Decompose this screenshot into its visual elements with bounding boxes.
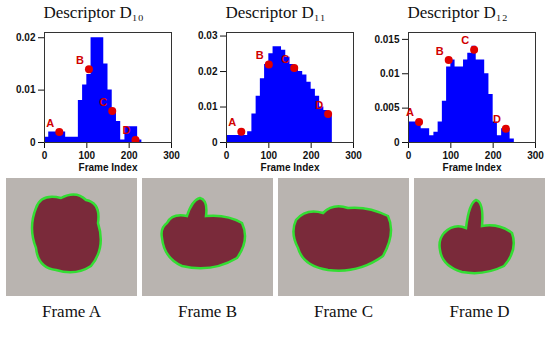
svg-text:D: D	[123, 124, 131, 136]
svg-text:200: 200	[303, 150, 320, 161]
svg-text:0.02: 0.02	[198, 66, 218, 77]
svg-text:C: C	[461, 34, 469, 46]
svg-text:0.015: 0.015	[374, 34, 399, 45]
svg-text:A: A	[46, 117, 54, 129]
html-text:Descriptor D₁₂: Descriptor D₁₂	[407, 3, 508, 22]
svg-text:A: A	[406, 106, 414, 118]
svg-text:0: 0	[406, 150, 412, 161]
svg-text:Frame Index: Frame Index	[443, 162, 502, 173]
svg-text:300: 300	[345, 150, 362, 161]
svg-text:0: 0	[394, 137, 400, 148]
svg-text:100: 100	[442, 150, 459, 161]
svg-text:0: 0	[30, 137, 36, 148]
svg-text:0.01: 0.01	[380, 68, 400, 79]
html-text:Frame A: Frame A	[42, 302, 101, 321]
svg-text:100: 100	[78, 150, 95, 161]
svg-text:200: 200	[121, 150, 138, 161]
svg-text:Frame Index: Frame Index	[79, 162, 138, 173]
svg-text:B: B	[256, 49, 264, 61]
svg-text:0: 0	[42, 150, 48, 161]
svg-text:0.01: 0.01	[198, 101, 218, 112]
svg-text:0: 0	[224, 150, 230, 161]
svg-text:0.02: 0.02	[16, 32, 36, 43]
html-text:Descriptor D₁₁: Descriptor D₁₁	[225, 3, 326, 22]
svg-text:100: 100	[260, 150, 277, 161]
svg-text:A: A	[228, 116, 236, 128]
html-text:Frame B: Frame B	[178, 302, 237, 321]
svg-text:0.005: 0.005	[374, 102, 399, 113]
svg-text:0: 0	[212, 137, 218, 148]
svg-text:Frame Index: Frame Index	[261, 162, 320, 173]
svg-text:300: 300	[163, 150, 180, 161]
svg-text:B: B	[76, 54, 84, 66]
html-text:Descriptor D₁₀: Descriptor D₁₀	[43, 3, 144, 22]
svg-text:0.01: 0.01	[16, 84, 36, 95]
svg-text:300: 300	[527, 150, 544, 161]
svg-text:C: C	[281, 53, 289, 65]
html-text:Frame C: Frame C	[314, 302, 373, 321]
html-text:Frame D: Frame D	[449, 302, 510, 321]
svg-text:B: B	[436, 45, 444, 57]
svg-text:D: D	[493, 113, 501, 125]
svg-text:200: 200	[485, 150, 502, 161]
svg-text:C: C	[99, 96, 107, 108]
svg-text:D: D	[315, 99, 323, 111]
svg-text:0.03: 0.03	[198, 30, 218, 41]
